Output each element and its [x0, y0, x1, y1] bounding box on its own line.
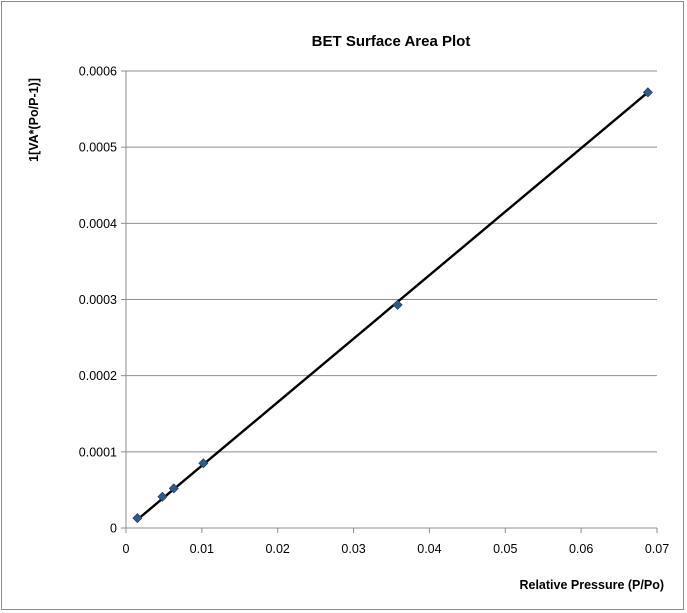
x-tick-label: 0.03	[341, 542, 365, 556]
x-tick-label: 0	[123, 542, 130, 556]
x-tick-label: 0.04	[417, 542, 441, 556]
data-point	[168, 483, 179, 494]
x-tick-label: 0.02	[266, 542, 290, 556]
data-point	[642, 87, 653, 98]
x-tick-label: 0.05	[493, 542, 517, 556]
y-tick-label: 0.0002	[79, 369, 117, 383]
y-tick-label: 0.0001	[79, 445, 117, 459]
axes	[121, 70, 658, 533]
y-tick-label: 0	[110, 522, 117, 536]
y-tick-label: 0.0006	[79, 65, 117, 79]
data-point	[392, 299, 403, 310]
chart-title: BET Surface Area Plot	[312, 33, 471, 50]
trendline-group	[136, 91, 649, 521]
data-point	[157, 491, 168, 502]
data-points	[132, 87, 653, 524]
data-point	[132, 513, 143, 524]
gridlines	[126, 70, 657, 453]
data-point	[198, 458, 209, 469]
x-tick-label: 0.01	[190, 542, 214, 556]
y-tick-label: 0.0003	[79, 293, 117, 307]
y-tick-labels: 0 0.0001 0.0002 0.0003 0.0004 0.0005 0.0006	[79, 65, 117, 536]
x-tick-label: 0.07	[645, 542, 669, 556]
y-tick-label: 0.0004	[79, 217, 117, 231]
trendline	[136, 91, 649, 521]
x-tick-label: 0.06	[569, 542, 593, 556]
x-axis-label: Relative Pressure (P/Po)	[519, 578, 664, 592]
y-tick-label: 0.0005	[79, 141, 117, 155]
y-axis-label: 1[VA*(Po/P-1)]	[27, 78, 41, 162]
x-tick-labels: 0 0.01 0.02 0.03 0.04 0.05 0.06 0.07	[123, 542, 670, 556]
